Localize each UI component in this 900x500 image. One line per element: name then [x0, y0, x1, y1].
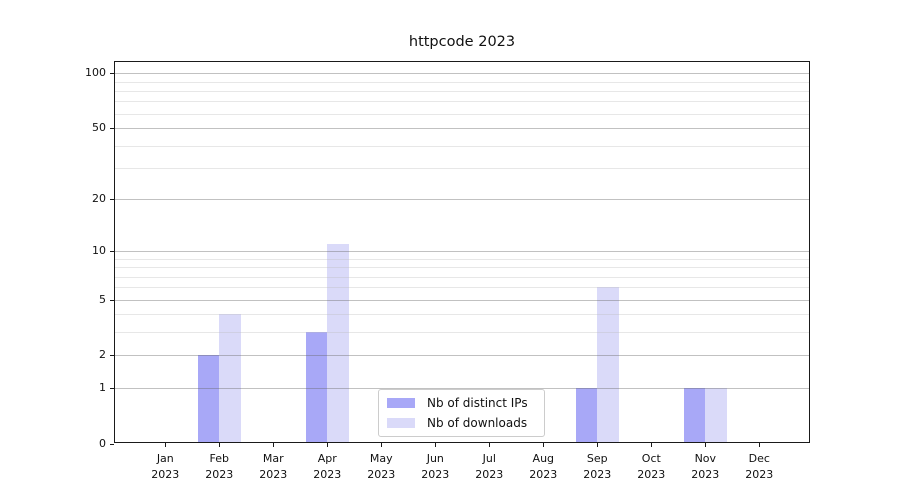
x-tick-mark: [165, 443, 167, 447]
x-tick-mark: [651, 443, 653, 447]
bar-nb-of-distinct-ips-nov: [683, 387, 706, 444]
bar-nb-of-downloads-apr: [327, 244, 349, 444]
bar-nb-of-distinct-ips-apr: [305, 332, 328, 444]
bar-nb-of-distinct-ips-sep: [575, 387, 598, 444]
y-tick-mark: [110, 299, 114, 301]
bar-nb-of-downloads-nov: [705, 387, 727, 444]
x-tick-label: May 2023: [367, 452, 396, 481]
x-tick-mark: [489, 443, 491, 447]
gridline-major: [114, 127, 810, 129]
gridline-minor: [114, 145, 810, 147]
gridline-minor: [114, 258, 810, 260]
legend-color-swatch: [387, 398, 415, 408]
gridline-major: [114, 299, 810, 301]
x-tick-label: Apr 2023: [313, 452, 342, 481]
y-tick-label: 20: [92, 192, 106, 206]
plot-area: Nb of distinct IPs Nb of downloads: [114, 61, 810, 444]
bar-nb-of-downloads-sep: [597, 287, 619, 444]
x-tick-mark: [543, 443, 545, 447]
x-tick-mark: [273, 443, 275, 447]
gridline-minor: [114, 81, 810, 83]
y-tick-label: 2: [99, 348, 106, 362]
x-tick-mark: [327, 443, 329, 447]
y-tick-label: 5: [99, 292, 106, 306]
y-tick-label: 10: [92, 244, 106, 258]
x-tick-label: Sep 2023: [583, 452, 612, 481]
y-tick-mark: [110, 355, 114, 357]
gridline-minor: [114, 90, 810, 92]
y-tick-label: 1: [99, 380, 106, 394]
legend-label: Nb of distinct IPs: [427, 396, 528, 410]
gridline-minor: [114, 113, 810, 115]
legend: Nb of distinct IPs Nb of downloads: [378, 389, 545, 437]
gridline-minor: [114, 167, 810, 169]
gridline-minor: [114, 101, 810, 103]
gridline-major: [114, 355, 810, 357]
x-tick-label: Jun 2023: [421, 452, 450, 481]
gridline-major: [114, 251, 810, 253]
legend-item: Nb of downloads: [387, 413, 536, 433]
x-tick-mark: [759, 443, 761, 447]
legend-color-swatch: [387, 418, 415, 428]
y-tick-label: 50: [92, 120, 106, 134]
y-tick-mark: [110, 387, 114, 389]
chart-title: httpcode 2023: [408, 34, 516, 50]
gridline-minor: [114, 332, 810, 334]
y-tick-mark: [110, 251, 114, 253]
gridline-minor: [114, 287, 810, 289]
x-tick-label: Oct 2023: [637, 452, 666, 481]
x-tick-label: Mar 2023: [259, 452, 288, 481]
x-tick-mark: [705, 443, 707, 447]
x-tick-mark: [435, 443, 437, 447]
x-tick-mark: [219, 443, 221, 447]
x-tick-mark: [597, 443, 599, 447]
gridline-major: [114, 73, 810, 75]
x-tick-label: Jul 2023: [475, 452, 504, 481]
bar-nb-of-distinct-ips-feb: [197, 355, 220, 444]
y-tick-label: 0: [99, 436, 106, 450]
x-tick-mark: [381, 443, 383, 447]
y-tick-mark: [110, 127, 114, 129]
y-tick-mark: [110, 199, 114, 201]
gridline-minor: [114, 267, 810, 269]
legend-label: Nb of downloads: [427, 416, 528, 430]
legend-item: Nb of distinct IPs: [387, 393, 536, 413]
x-tick-label: Dec 2023: [745, 452, 774, 481]
y-tick-mark: [110, 73, 114, 75]
x-tick-label: Jan 2023: [151, 452, 180, 481]
gridline-major: [114, 387, 810, 389]
gridline-minor: [114, 314, 810, 316]
gridline-major: [114, 199, 810, 201]
x-tick-label: Feb 2023: [205, 452, 234, 481]
x-tick-label: Aug 2023: [529, 452, 558, 481]
x-tick-label: Nov 2023: [691, 452, 720, 481]
y-tick-label: 100: [85, 66, 106, 80]
y-tick-mark: [110, 443, 114, 445]
gridline-minor: [114, 276, 810, 278]
bar-nb-of-downloads-feb: [219, 314, 241, 444]
